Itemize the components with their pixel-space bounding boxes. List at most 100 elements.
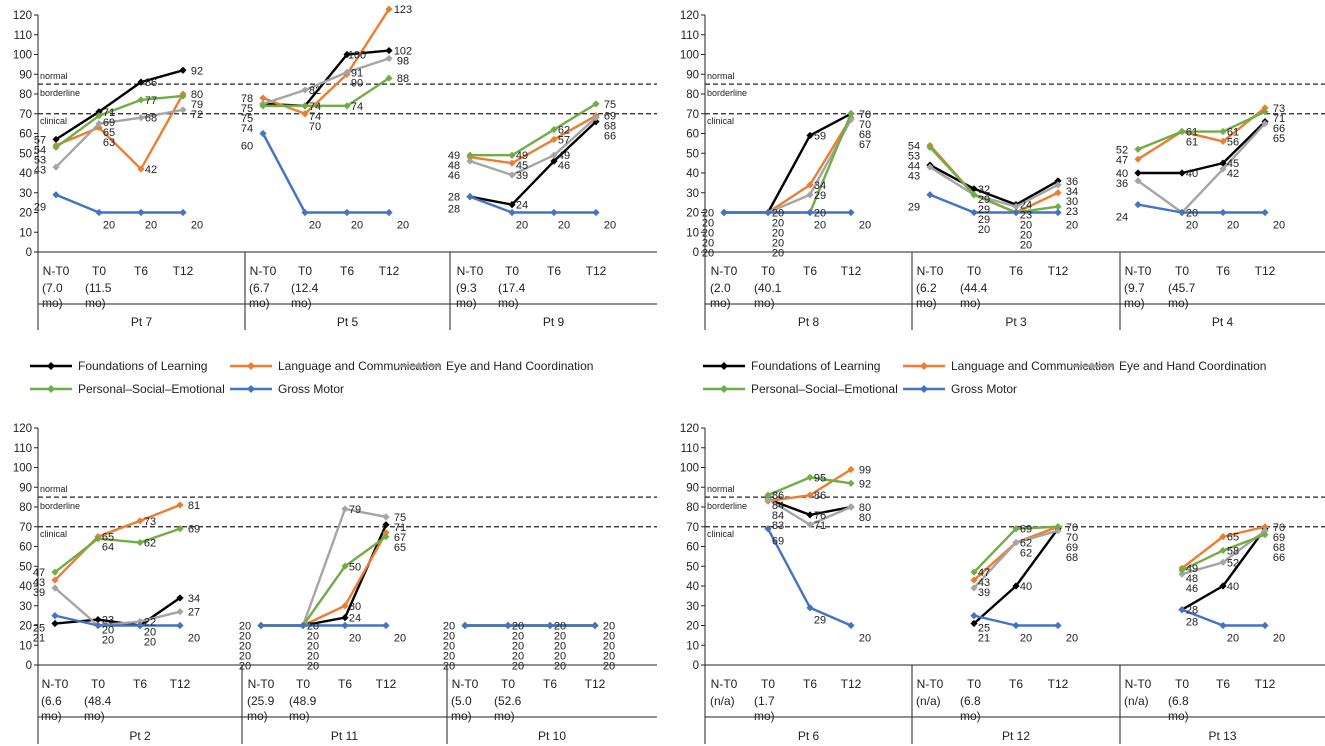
data-label: 79 <box>349 504 361 516</box>
data-label: 20 <box>554 651 566 663</box>
data-point <box>95 112 103 120</box>
data-point <box>136 617 144 626</box>
series-language-and-communication <box>51 501 184 584</box>
x-subcategory-label: (6.8 <box>1168 694 1189 708</box>
data-point <box>592 100 600 108</box>
data-label: 20 <box>145 220 157 232</box>
data-label: 28 <box>448 192 460 204</box>
data-point <box>136 517 144 525</box>
threshold-label-clinical: clinical <box>40 116 67 126</box>
x-subcategory-label: mo) <box>916 296 937 310</box>
data-point <box>1219 159 1227 167</box>
data-label: 20 <box>554 621 566 633</box>
data-label: 68 <box>604 121 616 133</box>
data-label: 62 <box>144 538 156 550</box>
data-label: 48 <box>1186 573 1198 585</box>
series-gross-motor <box>51 612 184 630</box>
data-label: 25 <box>33 623 45 635</box>
series-line <box>55 94 184 149</box>
data-point <box>385 5 393 13</box>
data-point <box>95 208 103 217</box>
data-label: 61 <box>1227 127 1239 139</box>
data-label: 84 <box>772 510 784 522</box>
data-label: 65 <box>1227 532 1239 544</box>
x-category-label: N-T0 <box>248 677 275 691</box>
data-label: 42 <box>145 164 157 176</box>
series-gross-motor <box>926 191 1062 217</box>
data-point <box>1261 120 1269 128</box>
y-tick-label: 0 <box>26 660 32 672</box>
x-category-label: T6 <box>1009 264 1023 278</box>
x-category-label: N-T0 <box>42 677 69 691</box>
data-label: 20 <box>144 637 156 649</box>
x-subcategory-label: (n/a) <box>1124 694 1149 708</box>
patient-label: Pt 8 <box>798 315 820 329</box>
data-point <box>341 621 349 630</box>
series-line <box>469 120 597 206</box>
x-subcategory-label: mo) <box>41 709 62 723</box>
threshold-label-normal: normal <box>40 484 68 494</box>
data-label: 23 <box>1066 206 1078 218</box>
data-label: 20 <box>1227 633 1239 645</box>
chart-panel-1: 0 10 20 30 40 50 60 70 80 90 100 110 120 normal border… <box>13 4 657 330</box>
x-category-label: T12 <box>1048 677 1069 691</box>
data-point <box>51 619 59 628</box>
x-subcategory-label: mo) <box>1124 296 1145 310</box>
legend-item-gross-motor: Gross Motor <box>903 382 1017 396</box>
legend-swatch-marker <box>247 362 255 370</box>
data-point <box>806 208 814 217</box>
data-label: 23 <box>1020 210 1032 222</box>
x-category-label: T12 <box>1048 264 1069 278</box>
data-point <box>1134 201 1142 209</box>
series-line <box>1138 120 1266 175</box>
data-point <box>764 495 772 503</box>
data-label: 20 <box>239 651 251 663</box>
y-tick-label: 80 <box>19 89 32 101</box>
data-label: 74 <box>241 123 253 135</box>
x-category-label: T12 <box>1255 264 1276 278</box>
data-point <box>764 525 772 533</box>
data-label: 25 <box>978 623 990 635</box>
y-tick-label: 100 <box>680 463 699 475</box>
series-gross-motor <box>461 621 599 630</box>
data-point <box>1134 155 1142 163</box>
legend-item-personal-social-emotional: Personal–Social–Emotional <box>30 382 225 396</box>
data-point <box>591 621 599 630</box>
data-label: 82 <box>309 85 321 97</box>
data-point <box>1054 177 1062 185</box>
data-point <box>52 135 60 144</box>
data-point <box>1178 169 1186 177</box>
data-label: 53 <box>34 154 46 166</box>
series-line <box>54 614 180 627</box>
y-tick-label: 40 <box>686 168 699 180</box>
data-point <box>764 491 772 499</box>
data-point <box>1261 621 1269 630</box>
y-tick-label: 0 <box>693 247 699 259</box>
y-tick-label: 50 <box>19 148 32 160</box>
data-label: 30 <box>349 601 361 613</box>
x-subcategory-label: (n/a) <box>710 694 735 708</box>
data-label: 20 <box>512 621 524 633</box>
legend-swatch-marker <box>47 385 55 393</box>
data-label: 69 <box>1020 524 1032 536</box>
data-label: 20 <box>978 224 990 236</box>
patient-label: Pt 3 <box>1005 315 1027 329</box>
data-label: 49 <box>516 150 528 162</box>
y-tick-label: 110 <box>681 443 699 455</box>
y-tick-label: 30 <box>686 601 699 613</box>
data-label: 54 <box>34 144 46 156</box>
data-label: 70 <box>1273 522 1285 534</box>
data-label: 65 <box>394 542 406 554</box>
x-subcategory-label: mo) <box>42 296 63 310</box>
x-subcategory-label: (2.0 <box>710 281 731 295</box>
data-point <box>550 208 558 217</box>
patient-label: Pt 7 <box>131 315 153 329</box>
legend-item-foundations-of-learning: Foundations of Learning <box>703 359 880 373</box>
x-category-label: N-T0 <box>917 677 944 691</box>
series-gross-motor <box>720 208 855 217</box>
data-label: 91 <box>351 67 363 79</box>
series-language-and-communication <box>720 114 855 217</box>
data-label: 75 <box>241 103 253 115</box>
